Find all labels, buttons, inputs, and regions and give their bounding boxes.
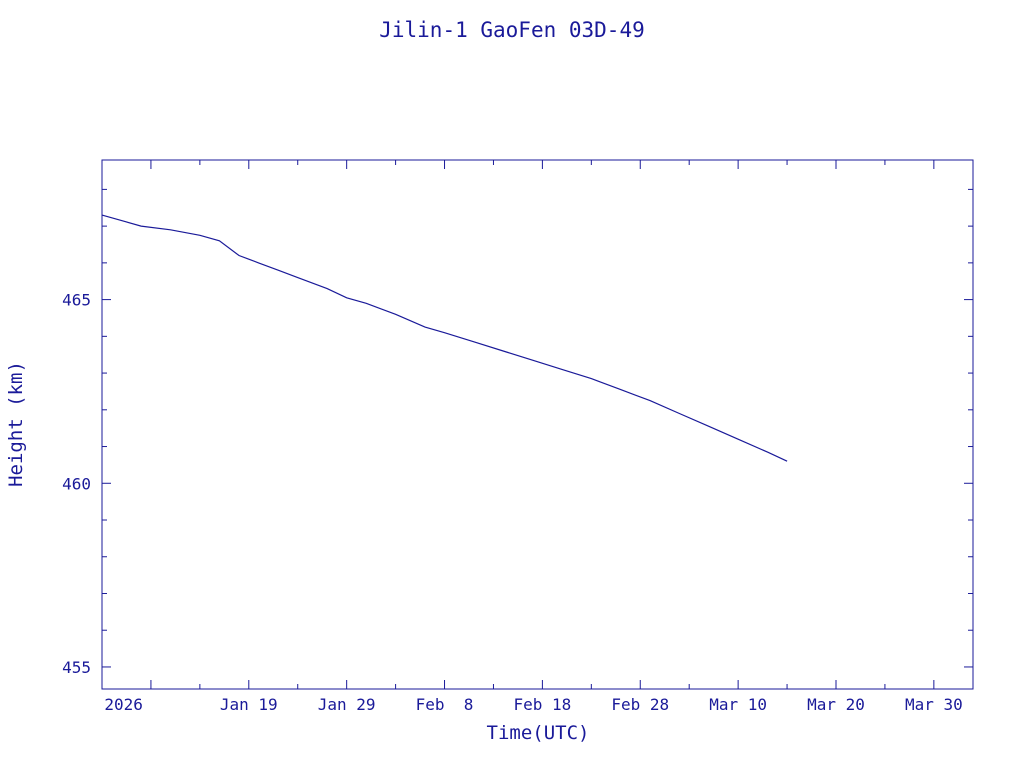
series-line-height bbox=[101, 214, 788, 462]
plot-frame bbox=[101, 159, 974, 690]
y-tick-label: 455 bbox=[62, 658, 91, 677]
x-tick-label: 2026 bbox=[104, 695, 143, 714]
x-tick-label: Mar 20 bbox=[807, 695, 865, 714]
y-axis-ticks: 455 460 465 bbox=[62, 188, 973, 677]
y-tick-label: 460 bbox=[62, 474, 91, 493]
x-tick-label: Mar 30 bbox=[905, 695, 963, 714]
x-tick-label: Jan 19 bbox=[220, 695, 278, 714]
x-tick-label: Mar 10 bbox=[709, 695, 767, 714]
x-tick-label: Jan 29 bbox=[318, 695, 376, 714]
x-tick-label: Feb 28 bbox=[611, 695, 669, 714]
x-axis-label: Time(UTC) bbox=[487, 722, 590, 744]
x-tick-label: Feb 8 bbox=[416, 695, 474, 714]
x-axis-ticks: 2026 Jan 19 Jan 29 Feb 8 Feb 18 Feb 28 Mar 10 M… bbox=[101, 160, 963, 714]
x-tick-label: Feb 18 bbox=[513, 695, 571, 714]
chart-title: Jilin-1 GaoFen 03D-49 bbox=[379, 18, 645, 42]
y-axis-label: Height (km) bbox=[5, 361, 27, 487]
y-tick-label: 465 bbox=[62, 291, 91, 310]
